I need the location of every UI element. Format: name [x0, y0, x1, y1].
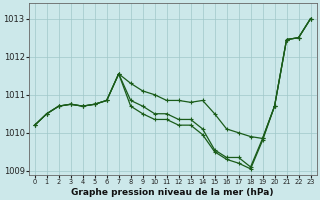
X-axis label: Graphe pression niveau de la mer (hPa): Graphe pression niveau de la mer (hPa) — [71, 188, 274, 197]
